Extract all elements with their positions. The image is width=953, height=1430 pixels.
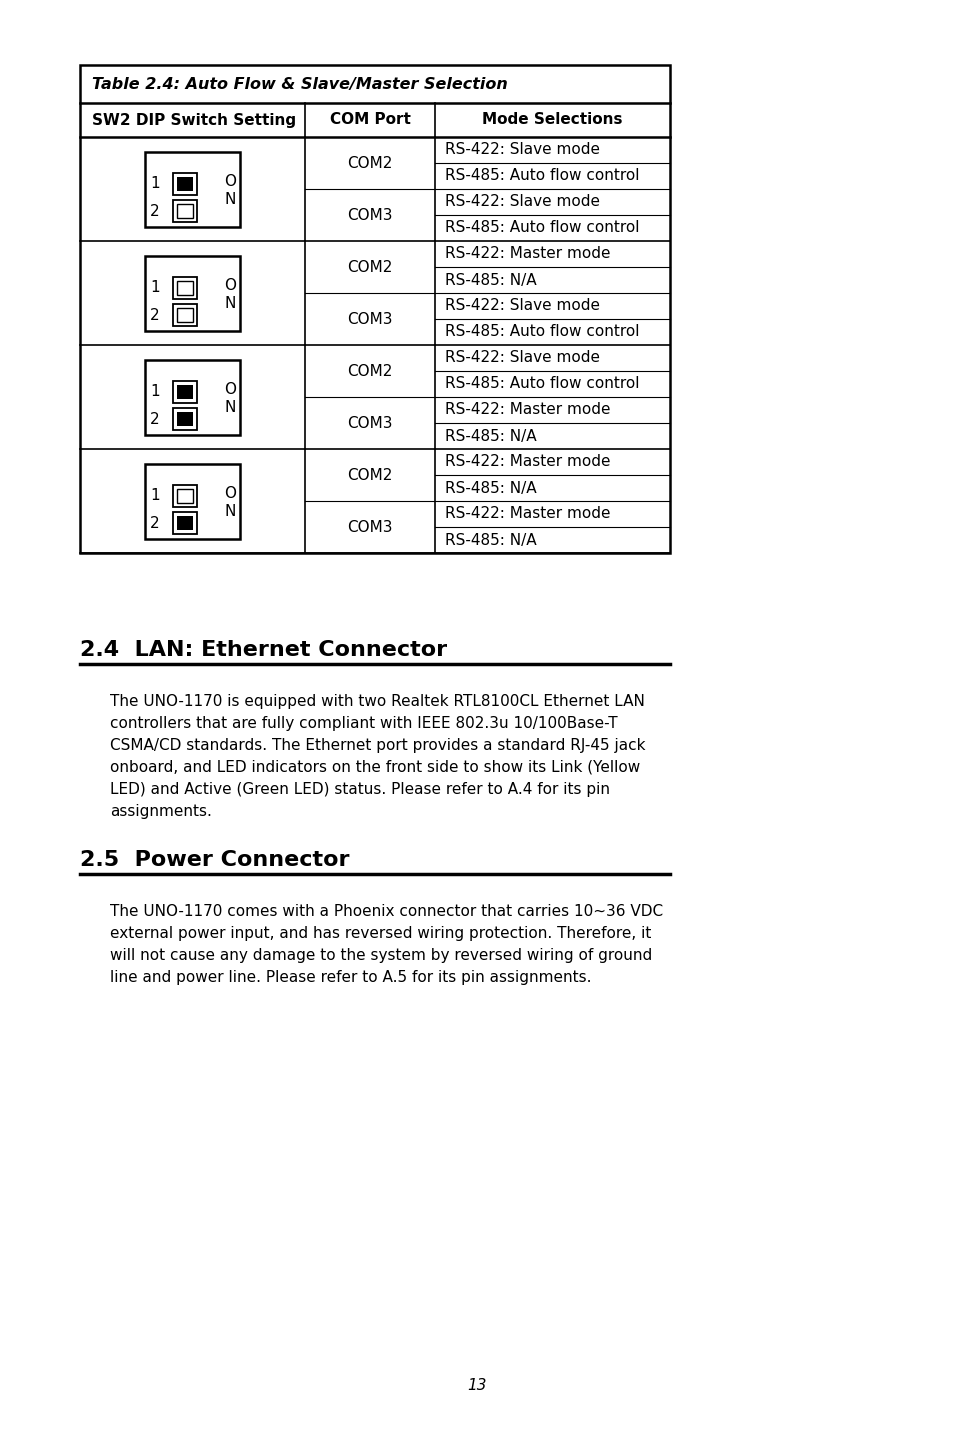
Text: COM2: COM2 <box>347 156 393 170</box>
Bar <box>145 152 240 226</box>
Bar <box>177 516 193 531</box>
Text: 1: 1 <box>150 489 160 503</box>
Bar <box>145 359 240 435</box>
Bar <box>172 408 196 430</box>
Text: assignments.: assignments. <box>110 804 212 819</box>
Text: RS-485: N/A: RS-485: N/A <box>444 273 536 287</box>
Text: COM3: COM3 <box>347 416 393 430</box>
Bar <box>177 204 193 217</box>
Bar <box>172 380 196 403</box>
Text: external power input, and has reversed wiring protection. Therefore, it: external power input, and has reversed w… <box>110 927 651 941</box>
Text: COM3: COM3 <box>347 519 393 535</box>
Text: Mode Selections: Mode Selections <box>482 113 622 127</box>
Text: 1: 1 <box>150 176 160 192</box>
Text: RS-422: Master mode: RS-422: Master mode <box>444 246 610 262</box>
Text: 2: 2 <box>150 203 160 219</box>
Bar <box>172 200 196 222</box>
Text: COM2: COM2 <box>347 363 393 379</box>
Bar <box>172 485 196 508</box>
Text: 2: 2 <box>150 412 160 426</box>
Text: RS-422: Slave mode: RS-422: Slave mode <box>444 350 599 366</box>
Text: RS-485: N/A: RS-485: N/A <box>444 480 536 496</box>
Text: RS-422: Master mode: RS-422: Master mode <box>444 506 610 522</box>
Text: 2: 2 <box>150 515 160 531</box>
Text: O: O <box>224 486 235 500</box>
Text: RS-485: N/A: RS-485: N/A <box>444 532 536 548</box>
Bar <box>177 412 193 426</box>
Text: 1: 1 <box>150 385 160 399</box>
Text: COM2: COM2 <box>347 259 393 275</box>
Text: SW2 DIP Switch Setting: SW2 DIP Switch Setting <box>91 113 295 127</box>
Text: controllers that are fully compliant with IEEE 802.3u 10/100Base-T: controllers that are fully compliant wit… <box>110 716 617 731</box>
Bar <box>177 282 193 295</box>
Text: line and power line. Please refer to A.5 for its pin assignments.: line and power line. Please refer to A.5… <box>110 970 591 985</box>
Text: 2.5  Power Connector: 2.5 Power Connector <box>80 849 349 869</box>
Text: COM3: COM3 <box>347 312 393 326</box>
Text: N: N <box>224 399 235 415</box>
Text: CSMA/CD standards. The Ethernet port provides a standard RJ-45 jack: CSMA/CD standards. The Ethernet port pro… <box>110 738 645 754</box>
Bar <box>172 173 196 194</box>
Text: 1: 1 <box>150 280 160 296</box>
Bar <box>80 64 669 553</box>
Bar <box>172 305 196 326</box>
Text: COM2: COM2 <box>347 468 393 482</box>
Text: RS-422: Slave mode: RS-422: Slave mode <box>444 299 599 313</box>
Bar <box>177 385 193 399</box>
Text: 2: 2 <box>150 307 160 323</box>
Bar <box>172 512 196 533</box>
Bar <box>145 256 240 330</box>
Bar <box>177 307 193 322</box>
Text: N: N <box>224 296 235 310</box>
Text: RS-485: Auto flow control: RS-485: Auto flow control <box>444 220 639 236</box>
Text: RS-422: Slave mode: RS-422: Slave mode <box>444 194 599 210</box>
Text: RS-485: Auto flow control: RS-485: Auto flow control <box>444 376 639 392</box>
Text: O: O <box>224 277 235 293</box>
Bar <box>177 177 193 192</box>
Text: 2.4  LAN: Ethernet Connector: 2.4 LAN: Ethernet Connector <box>80 641 447 661</box>
Text: COM3: COM3 <box>347 207 393 223</box>
Text: RS-422: Master mode: RS-422: Master mode <box>444 455 610 469</box>
Text: 13: 13 <box>467 1377 486 1393</box>
Text: O: O <box>224 382 235 396</box>
Text: RS-422: Master mode: RS-422: Master mode <box>444 402 610 418</box>
Text: N: N <box>224 503 235 519</box>
Text: The UNO-1170 is equipped with two Realtek RTL8100CL Ethernet LAN: The UNO-1170 is equipped with two Realte… <box>110 694 644 709</box>
Text: O: O <box>224 173 235 189</box>
Text: The UNO-1170 comes with a Phoenix connector that carries 10~36 VDC: The UNO-1170 comes with a Phoenix connec… <box>110 904 662 919</box>
Text: N: N <box>224 192 235 206</box>
Bar <box>177 489 193 503</box>
Text: RS-485: N/A: RS-485: N/A <box>444 429 536 443</box>
Text: Table 2.4: Auto Flow & Slave/Master Selection: Table 2.4: Auto Flow & Slave/Master Sele… <box>91 76 507 92</box>
Text: will not cause any damage to the system by reversed wiring of ground: will not cause any damage to the system … <box>110 948 652 962</box>
Bar <box>145 463 240 539</box>
Text: onboard, and LED indicators on the front side to show its Link (Yellow: onboard, and LED indicators on the front… <box>110 759 639 775</box>
Text: LED) and Active (Green LED) status. Please refer to A.4 for its pin: LED) and Active (Green LED) status. Plea… <box>110 782 609 797</box>
Text: RS-485: Auto flow control: RS-485: Auto flow control <box>444 169 639 183</box>
Text: COM Port: COM Port <box>329 113 410 127</box>
Bar <box>172 277 196 299</box>
Text: RS-485: Auto flow control: RS-485: Auto flow control <box>444 325 639 339</box>
Text: RS-422: Slave mode: RS-422: Slave mode <box>444 143 599 157</box>
